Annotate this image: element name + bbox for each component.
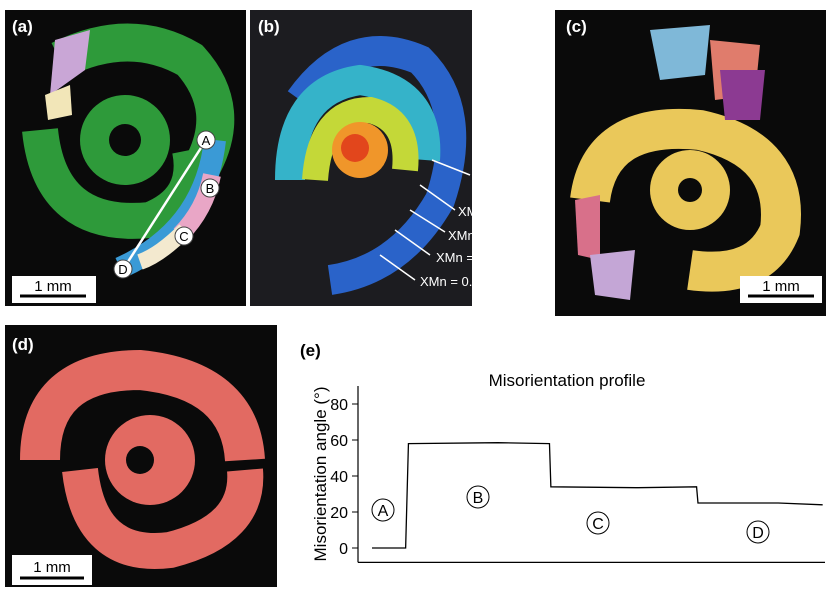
annotation: XMn = 0.008 [420, 274, 494, 289]
marker: C [592, 516, 604, 533]
y-tick-label: 80 [330, 397, 348, 414]
annotation: XMn = 0.008 [475, 156, 549, 171]
panel-d: (d) 1 mm [5, 325, 277, 587]
panel-label: (a) [12, 17, 33, 36]
marker: C [179, 229, 188, 244]
panel-c: (c) 1 mm [555, 10, 826, 316]
marker: D [752, 525, 764, 542]
y-tick-label: 40 [330, 469, 348, 486]
chart-title: Misorientation profile [489, 371, 646, 390]
scale-bar-label: 1 mm [33, 559, 71, 576]
panel-label: (d) [12, 335, 34, 354]
panel-a: A B C D (a) 1 mm [5, 10, 246, 306]
scale-bar-label: 1 mm [762, 278, 800, 295]
figure: A B C D (a) 1 mm XMn = 0.008 XMn = 0.01 … [0, 0, 831, 588]
marker: D [118, 262, 127, 277]
marker: B [206, 181, 215, 196]
annotation: XMn = 0.01 [458, 204, 525, 219]
y-tick-label: 60 [330, 433, 348, 450]
panel-b: XMn = 0.008 XMn = 0.01 XMn = 0.008 XMn =… [250, 10, 549, 306]
y-axis-label: Misorientation angle (°) [311, 387, 330, 562]
panel-label: (c) [566, 17, 587, 36]
panel-e: (e) Misorientation profile Misorientatio… [300, 341, 825, 562]
marker: B [473, 490, 484, 507]
y-tick-label: 20 [330, 505, 348, 522]
marker: A [378, 503, 389, 520]
scale-bar-label: 1 mm [34, 278, 72, 295]
annotation: XMn = 0.008 [448, 228, 522, 243]
panel-label: (e) [300, 341, 321, 360]
marker: A [202, 133, 211, 148]
y-tick-label: 0 [339, 541, 348, 558]
annotation: XMn = 0.01 [436, 250, 503, 265]
panel-label: (b) [258, 17, 280, 36]
